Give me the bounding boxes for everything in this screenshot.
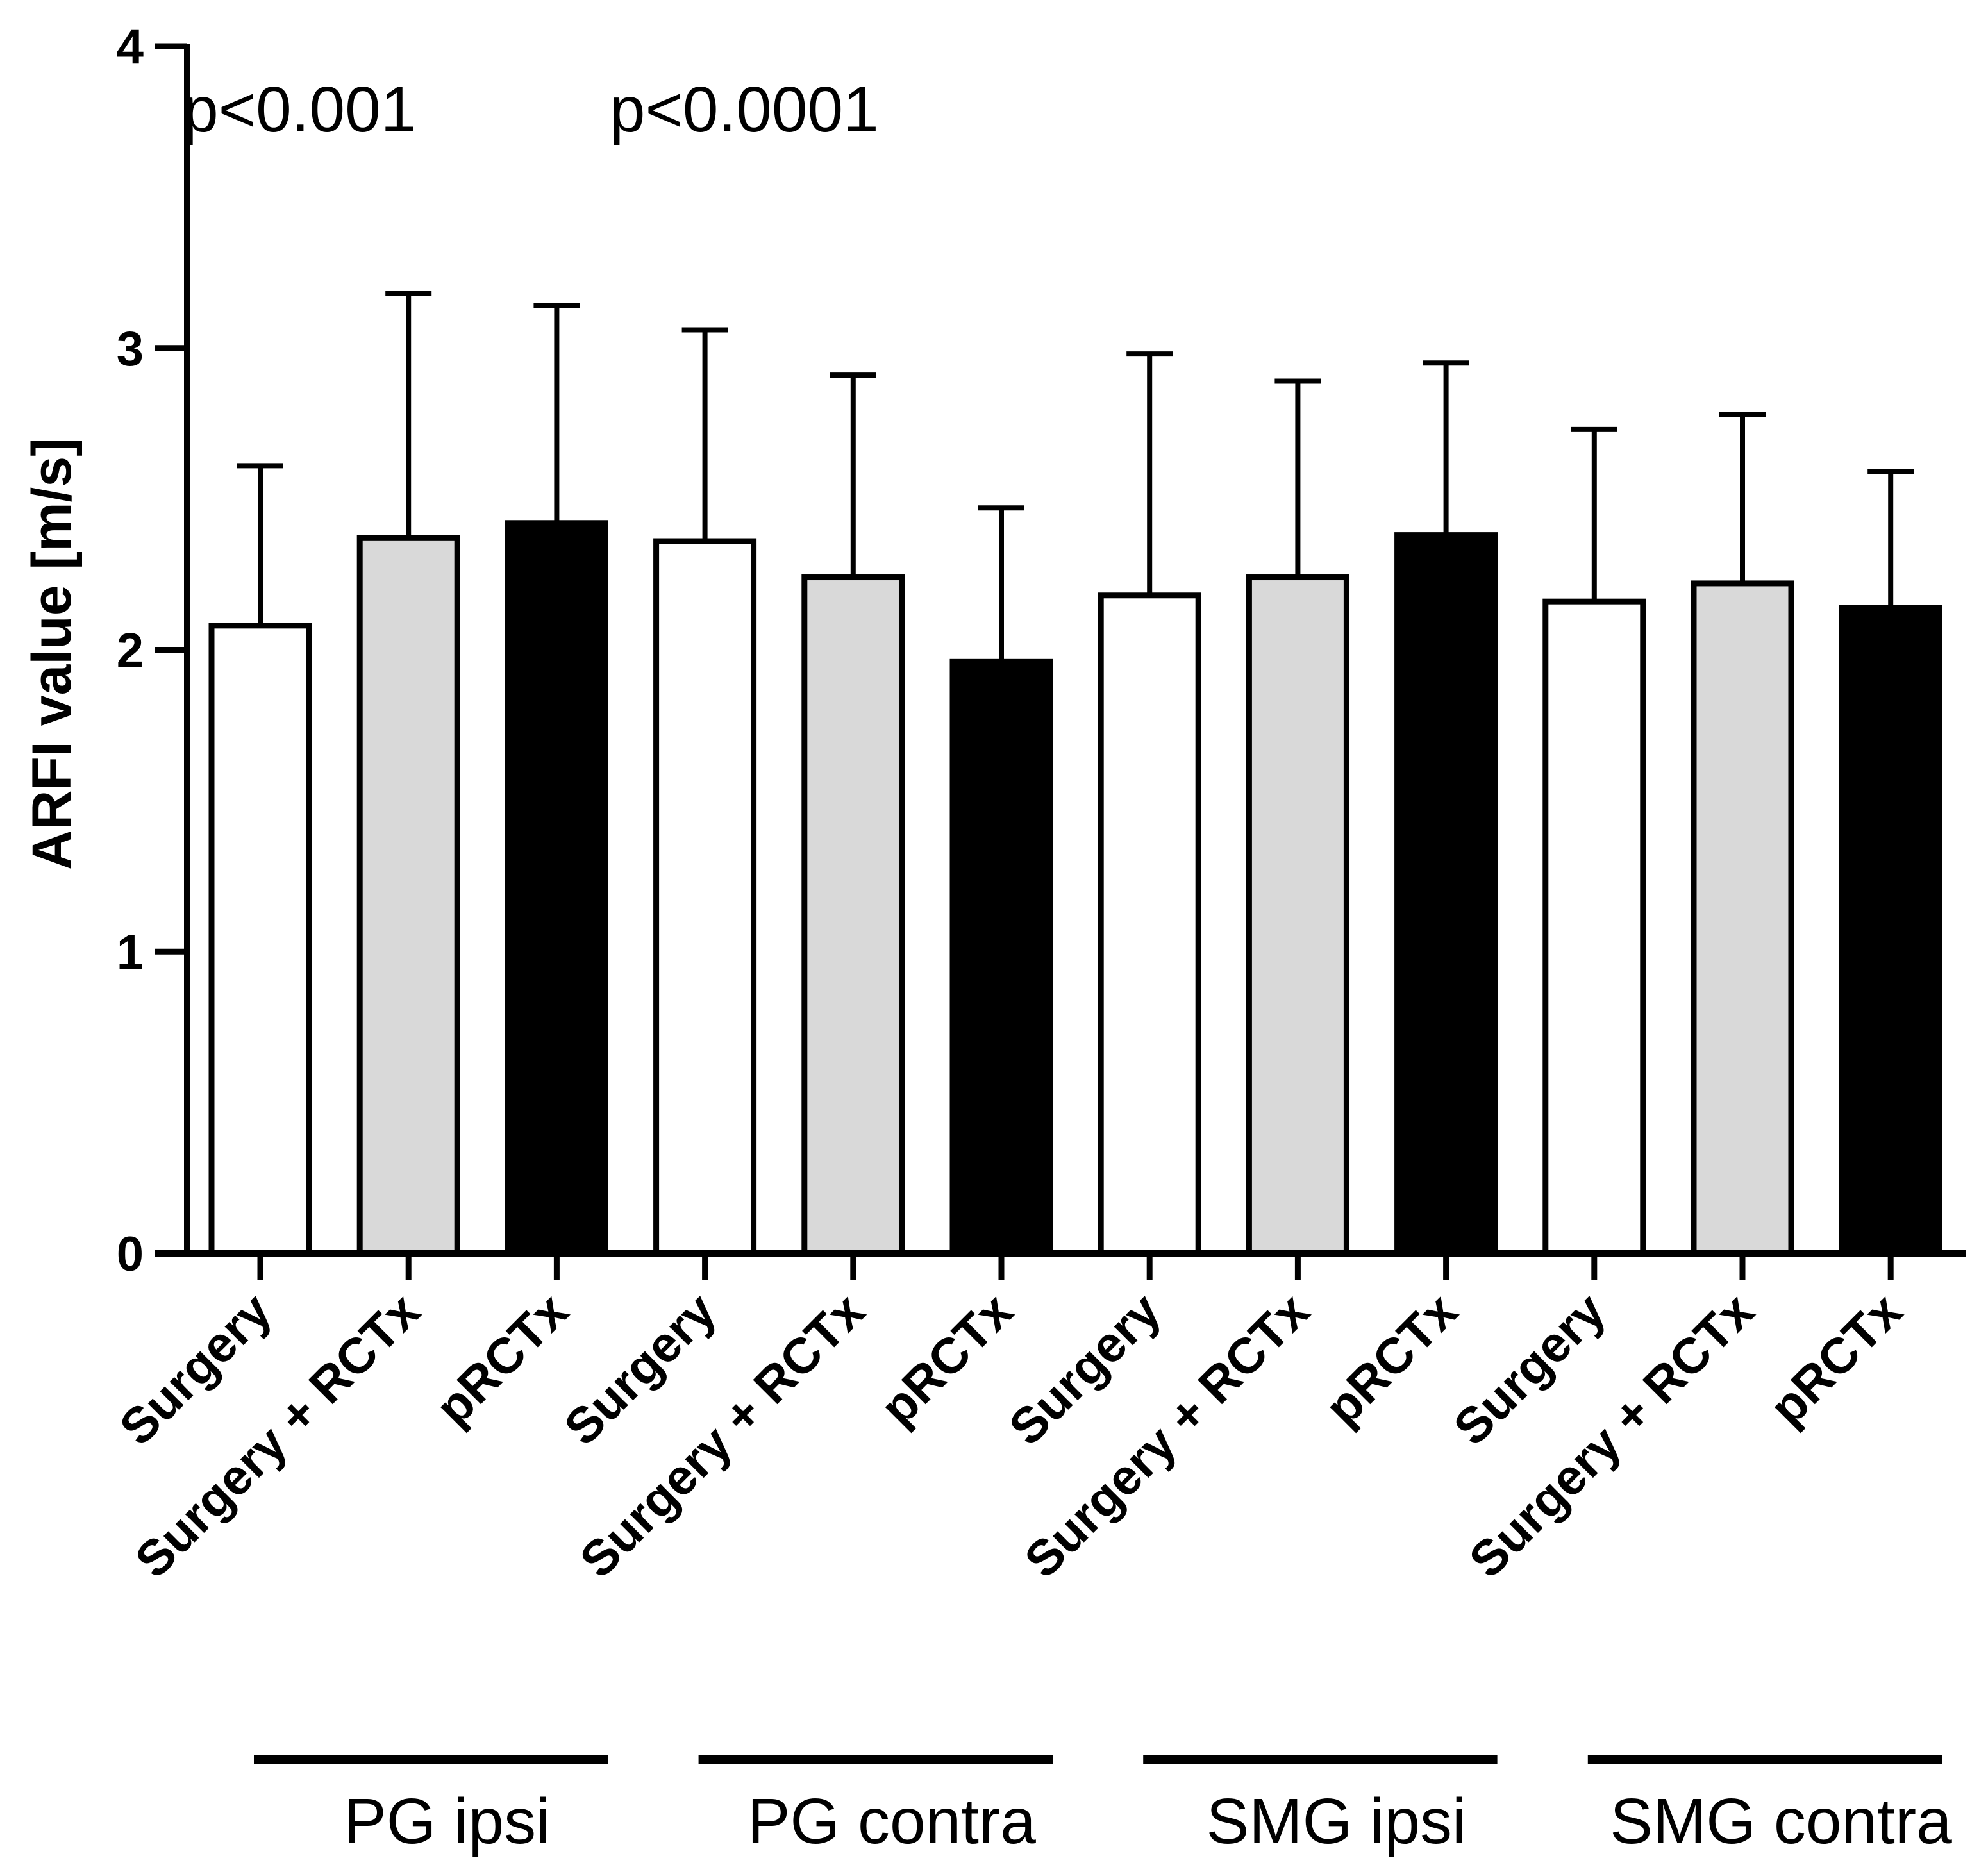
p-value-annotation-2: p<0.0001 [610,74,879,146]
bar-5 [801,574,905,1257]
bar-11 [1691,580,1794,1257]
bar-7 [1098,592,1201,1257]
bars-layer [208,520,1942,1257]
group-label-4: SMG contra [1610,1786,1952,1857]
category-label-12: pRCTx [1758,1282,1912,1436]
bar-3 [505,520,608,1257]
bar-8 [1246,574,1349,1257]
bar-1 [208,623,312,1257]
group-label-3: SMG ipsi [1207,1786,1467,1857]
y-axis-title: ARFI value [m/s] [21,438,83,870]
bar-6 [949,658,1053,1257]
axes-layer [155,43,1966,1280]
y-tick-label-4: 4 [117,20,144,74]
y-tick-label-3: 3 [117,322,144,376]
group-label-2: PG contra [748,1786,1037,1857]
group-label-1: PG ipsi [344,1786,550,1857]
y-tick-label-2: 2 [117,624,144,678]
bar-9 [1394,532,1498,1257]
p-value-annotation-1: p<0.001 [183,74,416,146]
error-bars-layer [237,291,1914,662]
category-label-8: Surgery + RCTx [1014,1282,1320,1589]
bar-2 [356,535,460,1257]
category-label-5: Surgery + RCTx [569,1282,875,1589]
y-tick-label-0: 0 [117,1227,144,1282]
bar-10 [1542,598,1646,1257]
bar-12 [1839,605,1942,1257]
bar-4 [653,538,757,1257]
y-tick-label-1: 1 [117,925,144,980]
category-label-2: Surgery + RCTx [124,1282,431,1589]
category-label-11: Surgery + RCTx [1458,1282,1764,1589]
